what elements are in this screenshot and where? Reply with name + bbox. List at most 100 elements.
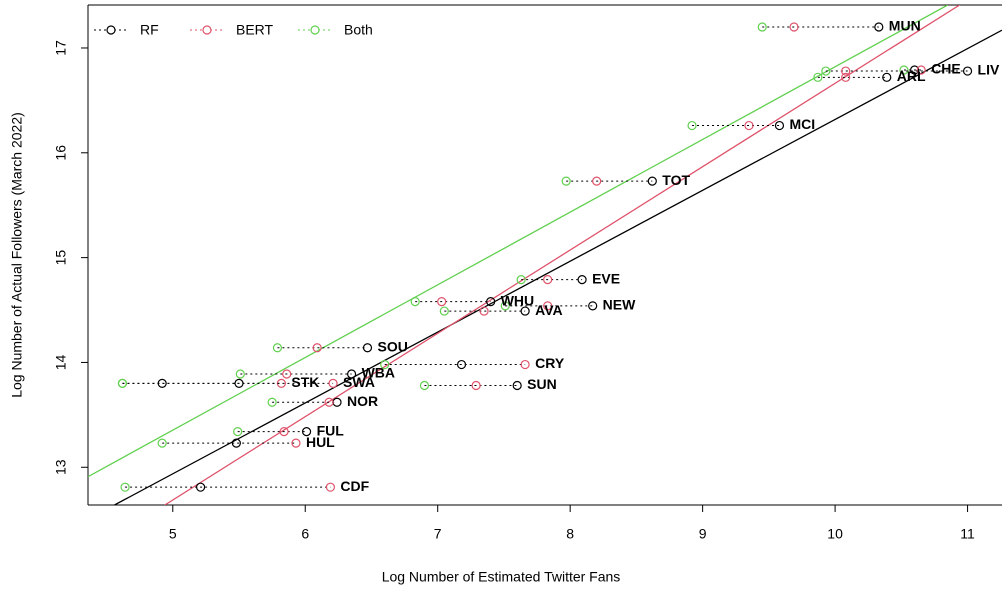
point [512, 380, 522, 391]
point [235, 369, 245, 379]
point-label: WHU [501, 292, 534, 308]
point [231, 438, 241, 448]
point [437, 297, 447, 307]
x-tick-label: 10 [827, 526, 843, 542]
point-label: MUN [889, 18, 921, 34]
x-tick-label: 7 [434, 526, 442, 542]
point [325, 482, 336, 492]
point [821, 66, 831, 76]
point [267, 397, 277, 407]
point [312, 343, 322, 353]
point [120, 482, 130, 492]
point [592, 176, 602, 186]
point-label: STK [291, 374, 319, 390]
point-label: HUL [306, 434, 335, 450]
point-label: LIV [978, 62, 1000, 78]
point [291, 438, 301, 448]
point-label: NOR [347, 393, 378, 409]
point [516, 275, 526, 285]
point [882, 72, 892, 82]
point [439, 306, 449, 316]
point [543, 301, 553, 311]
y-tick-label: 17 [53, 40, 69, 56]
point [324, 397, 334, 407]
point [909, 65, 920, 75]
point-label: SUN [527, 376, 557, 392]
point [157, 378, 167, 389]
x-axis-label: Log Number of Estimated Twitter Fans [382, 569, 621, 585]
legend-symbol [202, 25, 212, 35]
point [233, 427, 243, 437]
point [874, 22, 884, 32]
point [362, 343, 373, 353]
point [347, 369, 357, 379]
point [279, 427, 289, 437]
point [272, 343, 283, 353]
y-tick-label: 16 [53, 145, 69, 161]
point [916, 65, 926, 75]
point [301, 427, 312, 437]
x-tick-label: 8 [566, 526, 574, 542]
point [456, 359, 467, 370]
point [543, 275, 553, 285]
point-label: WBA [362, 365, 395, 381]
point [757, 22, 767, 32]
point [899, 65, 909, 75]
point-label: ARL [897, 68, 926, 84]
y-tick-label: 14 [53, 354, 69, 370]
legend-label: BERT [236, 22, 274, 38]
point-label: MCI [789, 116, 815, 132]
point-label: CRY [535, 355, 565, 371]
point [841, 66, 851, 76]
point [774, 120, 785, 131]
point [647, 176, 657, 186]
point [157, 438, 167, 448]
y-axis-label: Log Number of Actual Followers (March 20… [9, 112, 25, 398]
point [561, 176, 571, 186]
point [419, 380, 430, 391]
y-tick-label: 13 [53, 459, 69, 475]
point [520, 306, 530, 316]
x-tick-label: 5 [169, 526, 177, 542]
y-tick-label: 15 [53, 250, 69, 266]
fit-line [164, 5, 960, 505]
legend-symbol [106, 25, 116, 35]
point [471, 380, 481, 391]
point-label: AVA [535, 302, 562, 318]
point-label: CDF [340, 478, 369, 494]
point [962, 66, 973, 76]
point [841, 72, 851, 82]
legend-label: RF [140, 22, 159, 38]
point-label: TOT [662, 172, 690, 188]
plot-area [88, 5, 1002, 505]
point [687, 120, 697, 131]
fit-line [88, 5, 949, 478]
point [195, 482, 206, 492]
point [410, 297, 420, 307]
legend-label: Both [344, 22, 373, 38]
point [117, 378, 128, 389]
x-tick-label: 6 [301, 526, 309, 542]
point-label: FUL [317, 422, 345, 438]
point [520, 359, 530, 370]
point-label: NEW [603, 297, 636, 313]
point [380, 359, 390, 370]
point [479, 306, 489, 316]
point-label: CHE [931, 61, 961, 77]
fit-line [114, 29, 1002, 505]
point [328, 378, 338, 389]
point [789, 22, 799, 32]
legend-symbol [310, 25, 320, 35]
point [744, 120, 754, 131]
point [276, 378, 286, 389]
point [577, 275, 587, 285]
point [588, 301, 598, 311]
x-tick-label: 9 [699, 526, 707, 542]
point [486, 297, 496, 307]
point [500, 301, 510, 311]
point-label: SOU [377, 338, 407, 354]
point [282, 369, 292, 379]
point-label: SWA [343, 374, 375, 390]
point-label: EVE [592, 270, 620, 286]
